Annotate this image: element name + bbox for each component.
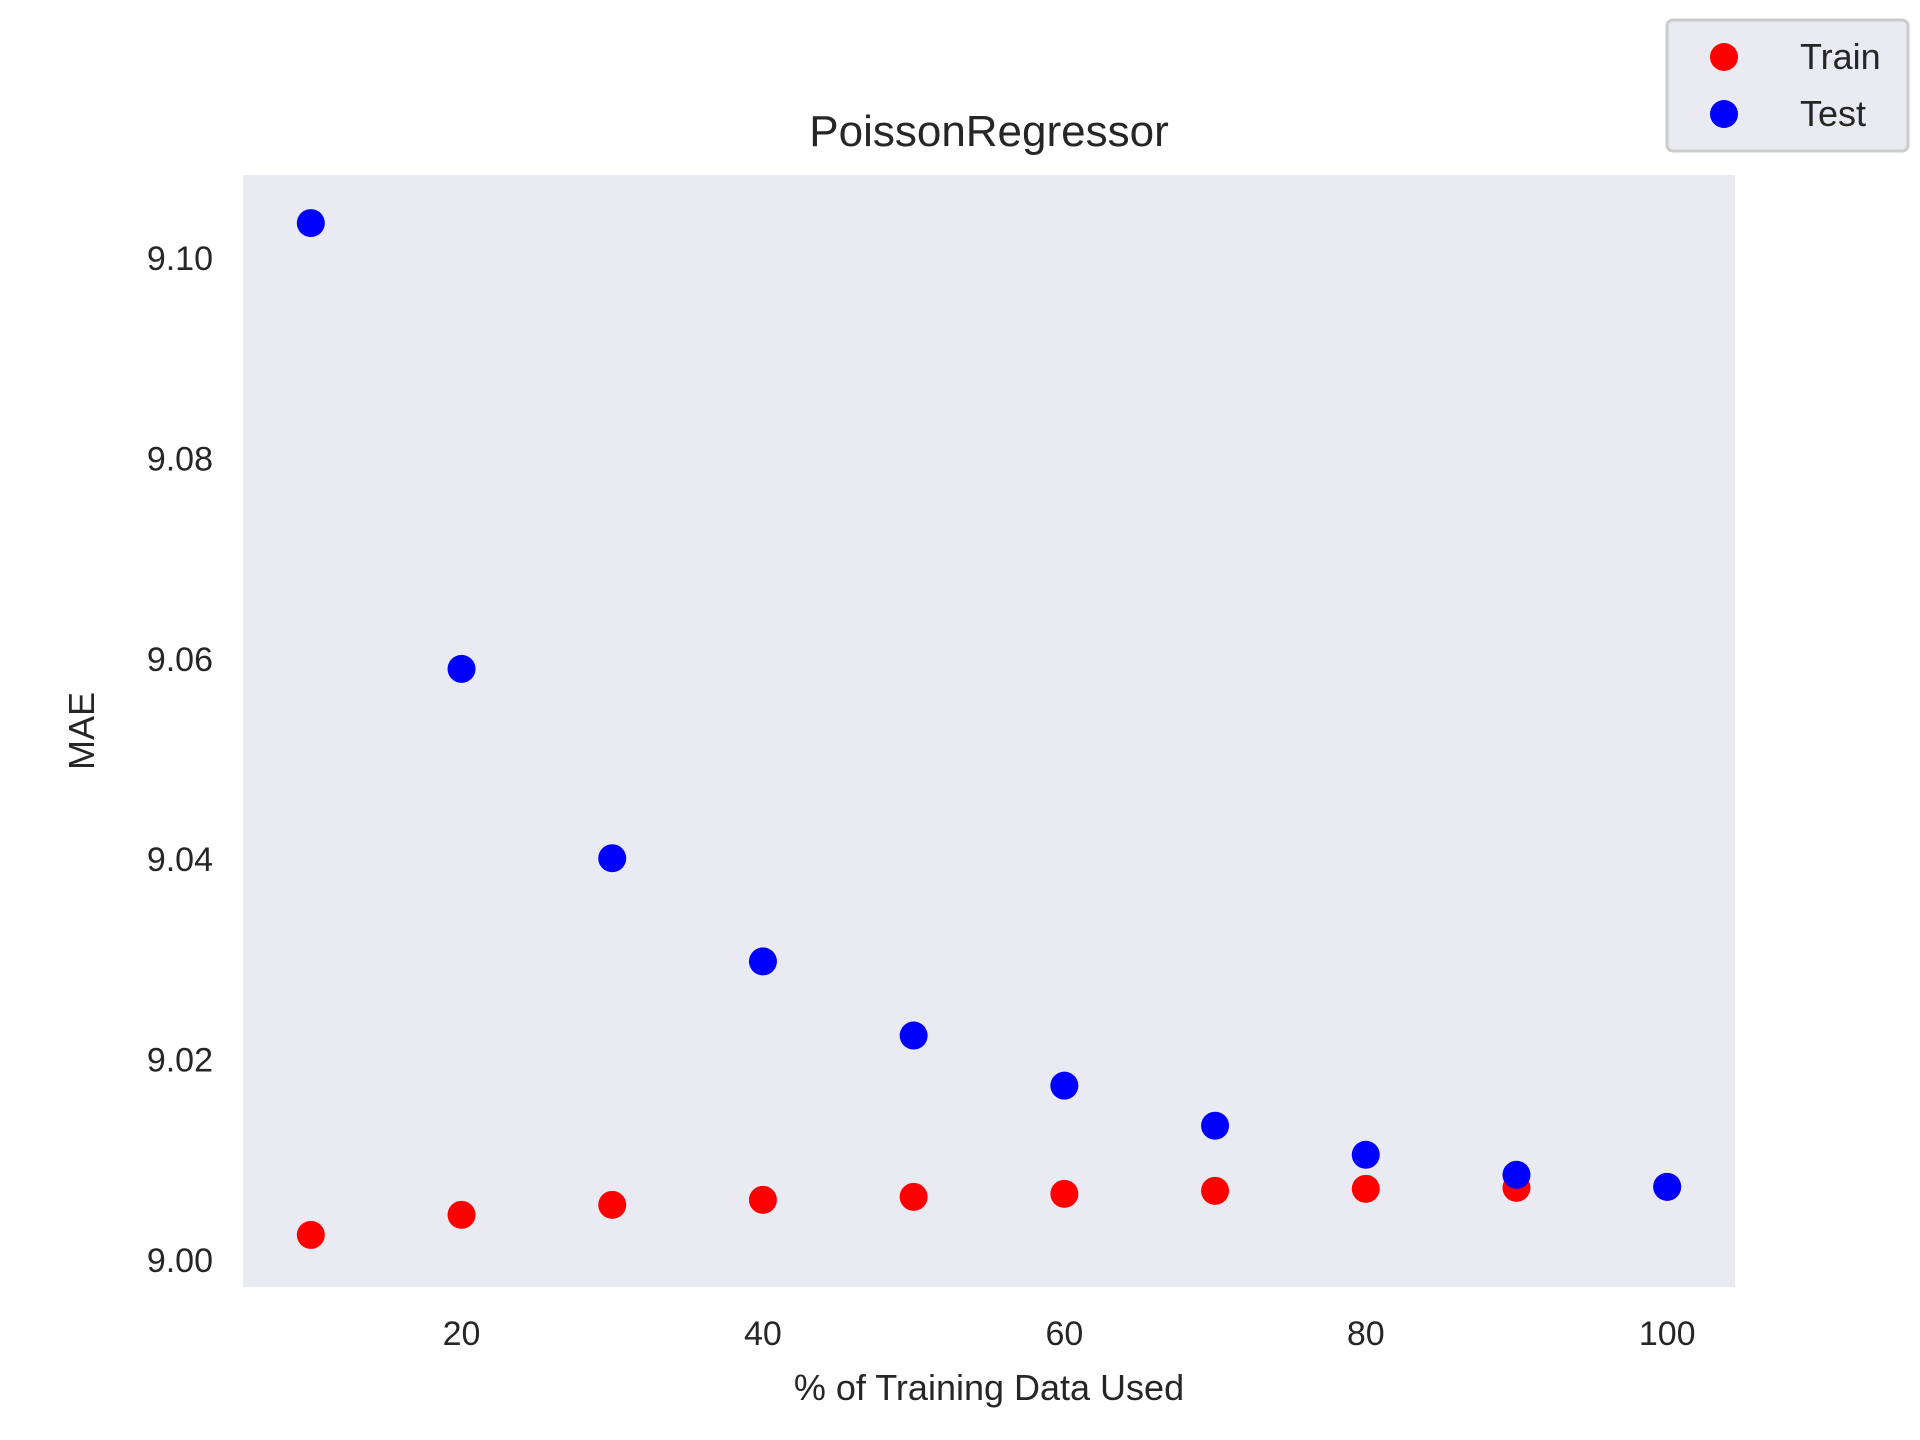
point-test-90	[1502, 1160, 1531, 1189]
point-test-30	[598, 844, 627, 873]
points-layer	[296, 209, 1682, 1249]
point-train-10	[296, 1220, 325, 1249]
point-train-20	[447, 1200, 476, 1229]
point-train-60	[1050, 1179, 1079, 1208]
y-tick-label: 9.04	[147, 841, 213, 879]
x-tick-label: 40	[744, 1315, 782, 1353]
legend: Train Test	[1665, 18, 1910, 153]
point-train-30	[598, 1190, 627, 1219]
point-test-70	[1201, 1111, 1230, 1140]
y-tick-label: 9.06	[147, 641, 213, 679]
y-tick-label: 9.02	[147, 1042, 213, 1080]
x-tick-label: 60	[1045, 1315, 1083, 1353]
legend-marker-test	[1710, 100, 1738, 128]
point-test-40	[748, 947, 777, 976]
point-test-20	[447, 654, 476, 683]
x-tick-label: 20	[443, 1315, 481, 1353]
point-test-10	[296, 209, 325, 238]
x-tick-label: 100	[1639, 1315, 1696, 1353]
x-axis-label: % of Training Data Used	[794, 1367, 1184, 1408]
legend-label-train: Train	[1800, 36, 1881, 77]
point-test-60	[1050, 1071, 1079, 1100]
y-axis-label: MAE	[61, 692, 102, 770]
y-tick-label: 9.00	[147, 1242, 213, 1280]
x-tick-labels: 20 40 60 80 100	[443, 1315, 1696, 1353]
legend-label-test: Test	[1800, 93, 1866, 134]
chart-title: PoissonRegressor	[809, 107, 1169, 156]
y-tick-label: 9.10	[147, 240, 213, 278]
x-tick-label: 80	[1347, 1315, 1385, 1353]
legend-marker-train	[1710, 43, 1738, 71]
point-train-80	[1351, 1174, 1380, 1203]
plot-area	[243, 175, 1735, 1287]
point-train-70	[1201, 1176, 1230, 1205]
y-tick-label: 9.08	[147, 441, 213, 479]
point-test-100	[1653, 1172, 1682, 1201]
y-tick-labels: 9.00 9.02 9.04 9.06 9.08 9.10	[147, 240, 213, 1280]
point-test-50	[899, 1021, 928, 1050]
point-test-80	[1351, 1140, 1380, 1169]
point-train-50	[899, 1182, 928, 1211]
point-train-40	[748, 1185, 777, 1214]
